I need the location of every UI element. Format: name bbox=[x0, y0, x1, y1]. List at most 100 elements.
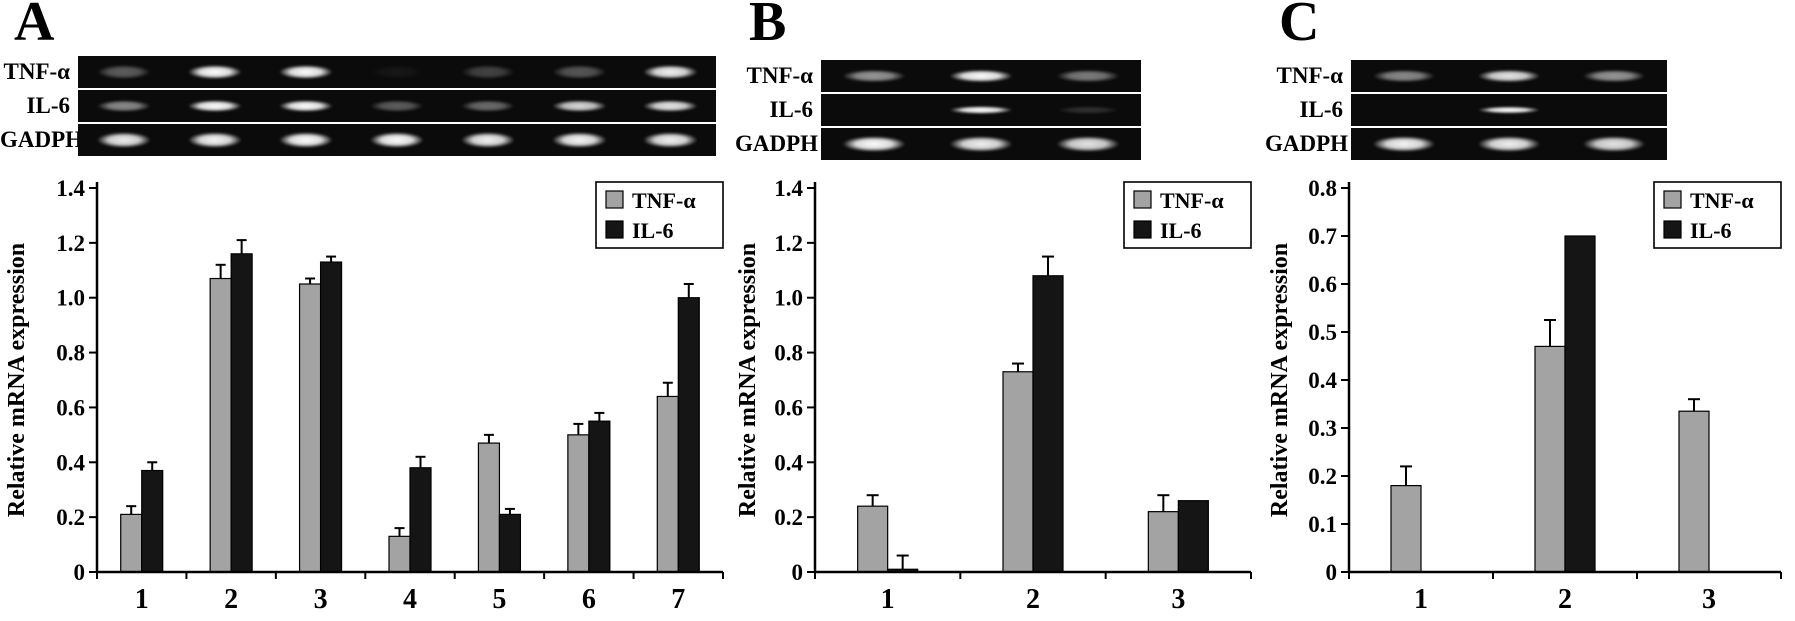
x-category-label: 3 bbox=[1171, 584, 1185, 615]
gel-band bbox=[1468, 134, 1550, 154]
y-tick-label: 1.2 bbox=[774, 231, 803, 256]
legend-label: TNF-α bbox=[1690, 188, 1754, 213]
gel-band bbox=[271, 98, 341, 114]
bar bbox=[298, 283, 322, 573]
gel-band bbox=[940, 134, 1022, 154]
gel-band bbox=[453, 130, 523, 150]
bar bbox=[319, 261, 343, 573]
panel-C: C TNF-α IL-6 GADPH 0 0.1 0.2 0.3 0.4 0.5 0.6 0.7 0… bbox=[1265, 0, 1795, 621]
gel-band bbox=[1047, 68, 1129, 84]
gel-row-label: GADPH bbox=[735, 131, 819, 156]
bar bbox=[656, 395, 679, 573]
bar-chart: 0 0.2 0.4 0.6 0.8 1.0 1.2 1.4 1 2 3 Relative mRNA e… bbox=[735, 176, 1252, 615]
bar bbox=[1564, 235, 1596, 573]
legend-swatch bbox=[605, 190, 624, 209]
panel-label: A bbox=[14, 0, 55, 53]
x-category-label: 7 bbox=[671, 584, 685, 615]
panel-A: A TNF-α IL-6 GADPH 0 0.2 0.4 0.6 0.8 1.0 1.2 1.4 1… bbox=[0, 0, 735, 621]
gel-row-label: GADPH bbox=[0, 127, 84, 152]
gel-band bbox=[1047, 134, 1129, 154]
gel-lane-strip bbox=[821, 128, 1141, 160]
y-tick-label: 1.0 bbox=[56, 286, 85, 311]
x-category-label: 2 bbox=[224, 584, 238, 615]
gel-lane-strip bbox=[1351, 128, 1667, 160]
legend-swatch bbox=[605, 220, 624, 239]
gel-band bbox=[635, 130, 706, 150]
y-tick-label: 0.4 bbox=[774, 450, 803, 475]
x-category-label: 3 bbox=[314, 584, 328, 615]
gel-labels: TNF-α IL-6 GADPH bbox=[1265, 60, 1351, 160]
bar bbox=[477, 442, 501, 573]
y-tick-label: 0.8 bbox=[1308, 176, 1337, 201]
y-tick-label: 0.8 bbox=[56, 341, 85, 366]
legend-label: TNF-α bbox=[1160, 188, 1224, 213]
bar bbox=[230, 253, 253, 573]
bar bbox=[388, 535, 411, 573]
legend-label: TNF-α bbox=[632, 188, 696, 213]
gel-band bbox=[635, 98, 706, 114]
y-tick-label: 0.6 bbox=[1308, 272, 1337, 297]
bar bbox=[141, 469, 164, 573]
gel-band bbox=[635, 63, 706, 81]
bar bbox=[120, 513, 143, 573]
gel-band bbox=[1047, 105, 1129, 115]
y-axis-title: Relative mRNA expression bbox=[4, 243, 30, 517]
legend-swatch bbox=[1663, 220, 1682, 239]
gel-image: TNF-α IL-6 GADPH bbox=[735, 60, 1141, 160]
panel-B: B TNF-α IL-6 GADPH 0 0.2 0.4 0.6 0.8 1.0 1.2 1.4 1… bbox=[735, 0, 1265, 621]
x-category-label: 1 bbox=[881, 584, 895, 615]
gel-band bbox=[88, 130, 159, 150]
y-tick-label: 0 bbox=[1326, 560, 1338, 585]
legend-swatch bbox=[1663, 190, 1682, 209]
x-category-label: 3 bbox=[1702, 584, 1716, 615]
gel-row-label: TNF-α bbox=[3, 59, 71, 84]
y-tick-label: 1.2 bbox=[56, 231, 85, 256]
gel-band bbox=[180, 98, 250, 114]
y-tick-label: 0.4 bbox=[1308, 368, 1337, 393]
bar bbox=[1147, 511, 1179, 573]
gel-row-label: TNF-α bbox=[746, 63, 814, 88]
legend-label: IL-6 bbox=[1160, 218, 1202, 243]
gel-row-label: IL-6 bbox=[1299, 97, 1343, 122]
gel-band bbox=[453, 63, 523, 81]
gel-lane-strip bbox=[1351, 94, 1667, 126]
gel-image: TNF-α IL-6 GADPH bbox=[1265, 60, 1667, 160]
legend-label: IL-6 bbox=[632, 218, 674, 243]
gel-labels: TNF-α IL-6 GADPH bbox=[735, 60, 821, 160]
gel-band bbox=[271, 130, 341, 150]
y-tick-label: 0.8 bbox=[774, 341, 803, 366]
gel-row-label: GADPH bbox=[1265, 131, 1349, 156]
gel-blot bbox=[78, 56, 716, 156]
bar bbox=[1032, 275, 1064, 573]
panel-label: B bbox=[749, 0, 787, 53]
gel-band bbox=[453, 98, 523, 114]
y-tick-label: 1.4 bbox=[56, 176, 85, 201]
y-axis-title: Relative mRNA expression bbox=[735, 243, 761, 517]
bar bbox=[588, 420, 611, 573]
y-tick-label: 0.6 bbox=[774, 395, 803, 420]
bar bbox=[857, 505, 889, 573]
gel-band bbox=[1468, 68, 1550, 84]
panel-label: C bbox=[1279, 0, 1320, 53]
gel-band bbox=[544, 63, 614, 81]
x-category-label: 6 bbox=[582, 584, 596, 615]
legend-swatch bbox=[1133, 220, 1152, 239]
bar-chart: 0 0.1 0.2 0.3 0.4 0.5 0.6 0.7 0.8 1 2 3 Relative mRN… bbox=[1267, 176, 1782, 615]
bar bbox=[677, 297, 700, 573]
y-axis-title: Relative mRNA expression bbox=[1267, 243, 1293, 517]
bar bbox=[1177, 500, 1209, 573]
y-tick-label: 1.0 bbox=[774, 286, 803, 311]
gel-band bbox=[544, 130, 614, 150]
gel-band bbox=[1574, 134, 1655, 154]
bar bbox=[1390, 485, 1422, 573]
gel-lane-strip bbox=[821, 60, 1141, 92]
bar bbox=[498, 513, 522, 573]
y-tick-label: 0.5 bbox=[1308, 320, 1337, 345]
gel-band bbox=[88, 98, 159, 114]
gel-band bbox=[88, 63, 159, 81]
bar bbox=[209, 277, 232, 573]
gel-band bbox=[544, 98, 614, 114]
gel-band bbox=[362, 63, 432, 81]
y-tick-label: 0.2 bbox=[774, 505, 803, 530]
